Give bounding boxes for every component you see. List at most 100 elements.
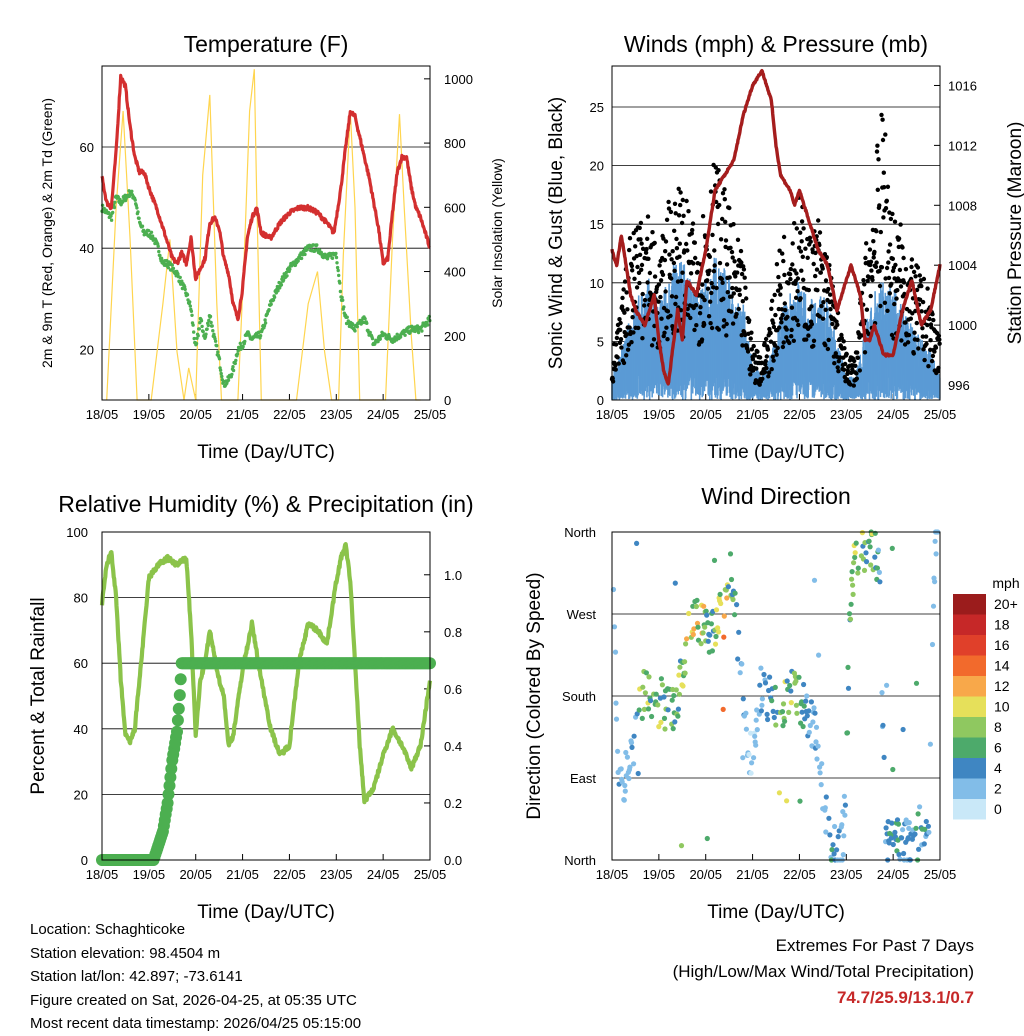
y2-tick-label: 800	[444, 136, 466, 151]
dewpoint-point	[235, 352, 240, 356]
gust-point	[718, 237, 724, 242]
gust-point	[690, 227, 695, 233]
direction-point	[900, 827, 906, 833]
direction-point	[890, 841, 896, 848]
gust-point	[706, 271, 711, 277]
gust-point	[737, 292, 742, 297]
gust-point	[919, 283, 924, 289]
direction-point	[772, 684, 778, 691]
gust-point	[893, 262, 898, 268]
direction-point	[880, 722, 886, 728]
dewpoint-point	[201, 329, 205, 334]
direction-point	[855, 570, 861, 576]
dewpoint-point	[425, 323, 430, 327]
direction-point	[884, 682, 890, 688]
direction-point	[811, 577, 818, 583]
gust-point	[735, 270, 740, 275]
gust-point	[813, 250, 818, 256]
gust-point	[892, 219, 898, 224]
gust-point	[633, 244, 638, 249]
dewpoint-point	[305, 248, 309, 252]
y-tick-label: 25	[590, 100, 604, 115]
gust-point	[724, 321, 729, 327]
gust-point	[873, 264, 879, 269]
gust-point	[931, 317, 936, 323]
gust-point	[869, 268, 874, 273]
direction-point	[743, 726, 750, 732]
x-tick-label: 18/05	[596, 407, 629, 422]
dewpoint-point	[284, 270, 289, 275]
gust-point	[884, 265, 890, 271]
gust-point	[621, 360, 627, 366]
direction-point	[872, 554, 878, 560]
direction-point	[676, 691, 683, 697]
dewpoint-point	[303, 252, 307, 257]
gust-point	[914, 320, 919, 326]
direction-point	[863, 550, 869, 556]
x-tick-label: 21/05	[226, 407, 259, 422]
gust-point	[680, 270, 685, 275]
dewpoint-point	[107, 211, 111, 215]
gust-point	[897, 267, 903, 273]
gust-point	[747, 318, 752, 323]
y-axis-label: 2m & 9m T (Red, Orange) & 2m Td (Green)	[39, 98, 55, 368]
gust-point	[844, 351, 849, 357]
direction-point	[889, 545, 895, 552]
direction-point	[784, 678, 790, 684]
gust-point	[645, 214, 651, 219]
gust-point	[878, 229, 883, 235]
gust-point	[664, 217, 670, 222]
gust-point	[786, 281, 791, 286]
gust-point	[795, 289, 800, 294]
direction-point	[932, 538, 938, 544]
x-tick-label: 22/05	[273, 407, 306, 422]
direction-point	[713, 607, 720, 613]
gust-point	[898, 222, 903, 227]
gust-point	[828, 292, 833, 297]
direction-point	[655, 702, 661, 708]
gust-point	[806, 333, 811, 338]
gust-point	[871, 255, 876, 260]
precip-point	[173, 689, 186, 702]
direction-point	[661, 694, 667, 700]
dewpoint-point	[194, 341, 199, 346]
gust-point	[935, 369, 941, 374]
gust-point	[832, 361, 837, 366]
gust-point	[645, 280, 650, 285]
gust-point	[870, 277, 875, 283]
direction-point	[758, 708, 765, 714]
dewpoint-point	[272, 295, 277, 299]
dewpoint-point	[196, 334, 200, 338]
gust-point	[937, 337, 942, 342]
y-tick-label: 10	[590, 276, 604, 291]
gust-point	[723, 238, 729, 243]
gust-point	[763, 362, 768, 367]
dewpoint-point	[210, 324, 214, 328]
direction-point	[662, 726, 668, 732]
y-axis-label: Direction (Colored By Speed)	[524, 572, 545, 819]
dewpoint-point	[243, 339, 247, 344]
gust-point	[625, 307, 630, 312]
gust-point	[755, 349, 760, 354]
x-tick-label: 19/05	[643, 867, 676, 882]
gust-point	[754, 366, 759, 371]
gust-point	[652, 240, 657, 246]
dewpoint-point	[351, 322, 355, 327]
gust-point	[855, 355, 861, 360]
gust-point	[750, 357, 756, 362]
gust-point	[698, 305, 703, 310]
gust-point	[730, 321, 736, 326]
direction-point	[627, 764, 633, 770]
direction-point	[639, 715, 645, 722]
dewpoint-point	[403, 333, 407, 337]
gust-point	[639, 267, 644, 272]
gust-point	[796, 322, 801, 328]
direction-point	[704, 835, 710, 842]
gust-point	[920, 326, 925, 331]
gust-point	[922, 357, 927, 363]
direction-point	[917, 804, 923, 810]
direction-point	[705, 638, 711, 644]
dewpoint-point	[279, 283, 284, 287]
y-tick-label: 40	[74, 722, 88, 737]
